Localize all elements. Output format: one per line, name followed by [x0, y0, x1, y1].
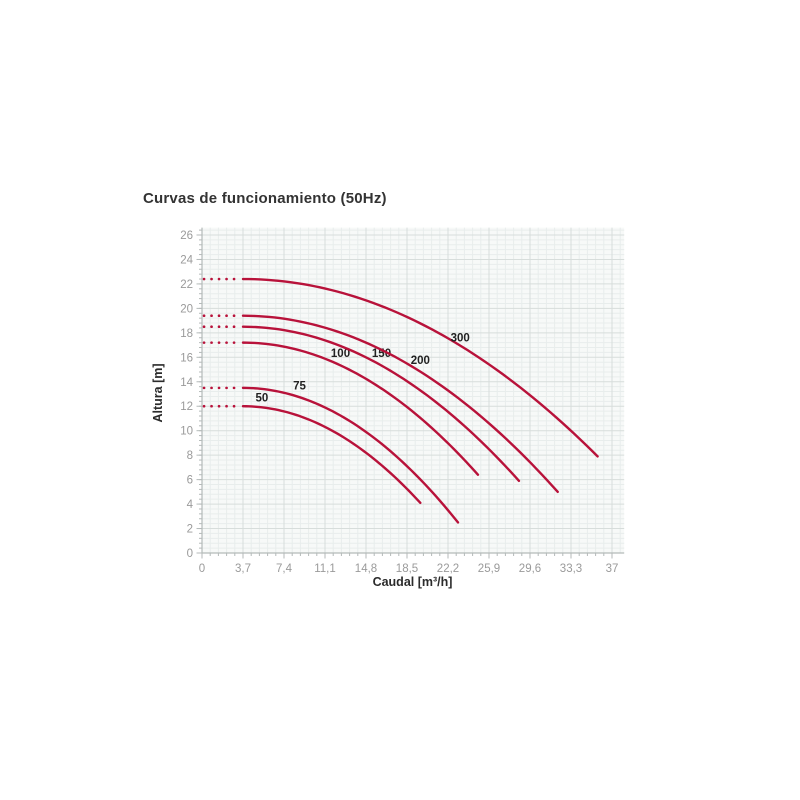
- axis-ticks: [196, 229, 613, 559]
- y-tick-label: 24: [180, 254, 193, 266]
- y-tick-label: 12: [180, 401, 193, 413]
- curve-200: 200: [202, 314, 559, 494]
- curve-300-line: [241, 277, 599, 458]
- x-tick-label: 22,2: [437, 563, 459, 575]
- y-tick-label: 10: [180, 426, 193, 438]
- curve-label-50: 50: [255, 393, 268, 405]
- curve-100-line: [241, 341, 480, 476]
- y-tick-label: 6: [187, 475, 193, 487]
- curve-150-line: [241, 325, 521, 483]
- curve-50: 50: [202, 393, 422, 505]
- y-tick-label: 18: [180, 328, 193, 340]
- curve-label-75: 75: [293, 380, 306, 392]
- x-tick-label: 0: [199, 563, 205, 575]
- y-tick-label: 8: [187, 450, 193, 462]
- curve-300: 300: [202, 277, 599, 458]
- y-tick-label: 4: [187, 499, 194, 511]
- y-tick-label: 0: [187, 548, 193, 560]
- x-tick-labels: 0 3,7 7,4 11,1 14,8 18,5 22,2 25,9 29,6 33,3 37: [199, 563, 619, 575]
- chart-title: Curvas de funcionamiento (50Hz): [143, 190, 387, 207]
- y-axis-title: Altura [m]: [151, 363, 165, 423]
- x-tick-label: 11,1: [314, 563, 336, 575]
- curve-100: 100: [202, 341, 480, 476]
- curve-200-line: [241, 314, 559, 494]
- x-tick-label: 7,4: [276, 563, 293, 575]
- y-tick-label: 26: [180, 230, 193, 242]
- y-tick-label: 2: [187, 524, 193, 536]
- x-tick-label: 3,7: [235, 563, 251, 575]
- x-tick-label: 37: [606, 563, 619, 575]
- x-tick-label: 18,5: [396, 563, 418, 575]
- curve-50-line: [241, 405, 422, 505]
- x-axis-title: Caudal [m³/h]: [372, 575, 453, 589]
- curve-75-line: [241, 386, 460, 524]
- x-tick-label: 25,9: [478, 563, 500, 575]
- y-tick-label: 22: [180, 279, 193, 291]
- x-tick-label: 14,8: [355, 563, 377, 575]
- curve-75: 75: [202, 380, 460, 524]
- y-tick-label: 14: [180, 377, 193, 389]
- curve-label-300: 300: [451, 333, 470, 345]
- curve-label-100: 100: [331, 348, 350, 360]
- y-tick-label: 16: [180, 352, 193, 364]
- x-tick-label: 33,3: [560, 563, 582, 575]
- x-tick-label: 29,6: [519, 563, 541, 575]
- y-tick-label: 20: [180, 303, 193, 315]
- curve-label-200: 200: [411, 355, 430, 367]
